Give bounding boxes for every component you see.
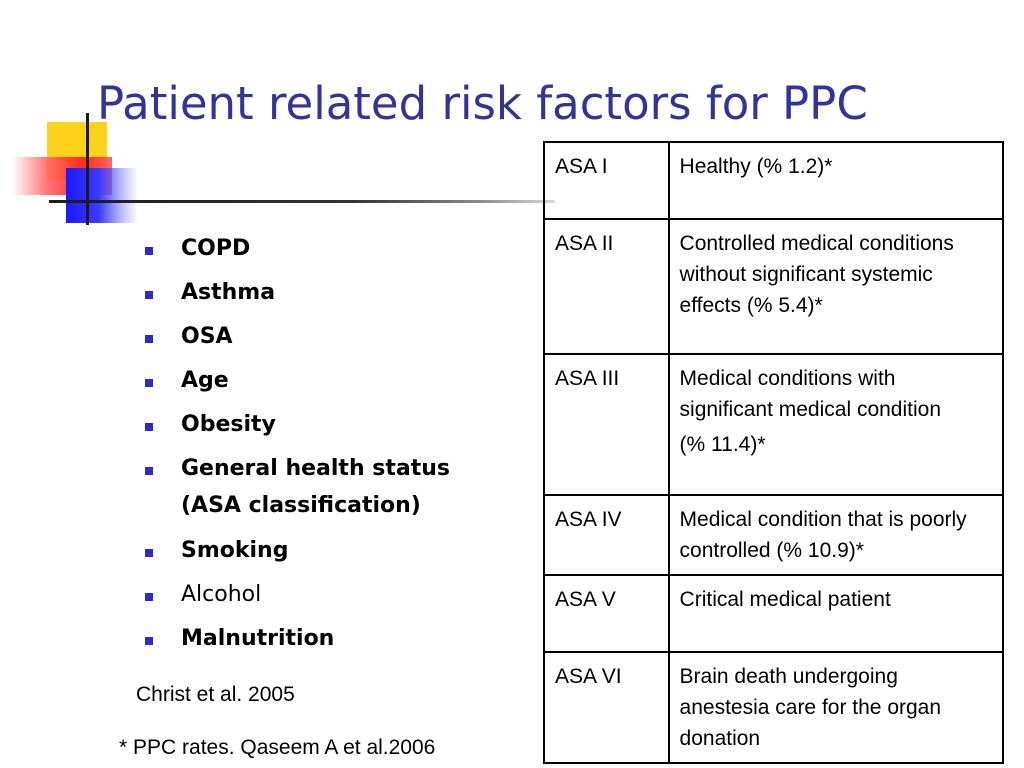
asa-class-cell: ASA IV — [543, 494, 670, 576]
asa-description-cell: Healthy (% 1.2)* — [667, 141, 1005, 220]
asa-description-cell: Medical condition that is poorly control… — [667, 494, 1005, 576]
list-item-label: Smoking — [181, 538, 289, 563]
list-item: COPD — [145, 230, 505, 274]
table-row: ASA V Critical medical patient — [543, 574, 1005, 653]
asa-class-cell: ASA III — [543, 353, 670, 496]
square-bullet-icon — [145, 247, 153, 255]
citation-ppc-rates: * PPC rates. Qaseem A et al.2006 — [119, 736, 436, 759]
decorative-blue-square — [66, 168, 138, 223]
list-item: Age — [145, 362, 505, 406]
asa-description-cell: Controlled medical conditions without si… — [667, 218, 1005, 355]
square-bullet-icon — [145, 291, 153, 299]
table-row: ASA IV Medical condition that is poorly … — [543, 494, 1005, 576]
square-bullet-icon — [145, 335, 153, 343]
title-underline — [49, 200, 555, 203]
list-item-label: General health status (ASA classificatio… — [181, 456, 450, 518]
list-item: Smoking — [145, 532, 505, 576]
square-bullet-icon — [145, 637, 153, 645]
asa-class-cell: ASA II — [543, 218, 670, 355]
table-row: ASA VI Brain death undergoing anestesia … — [543, 651, 1005, 764]
table-row: ASA II Controlled medical conditions wit… — [543, 218, 1005, 355]
asa-description-rate: (% 11.4)* — [679, 433, 766, 456]
list-item-label: OSA — [181, 324, 233, 349]
decorative-vertical-line — [86, 113, 89, 225]
list-item: Alcohol — [145, 576, 505, 620]
list-item: General health status (ASA classificatio… — [145, 450, 505, 532]
citation-christ: Christ et al. 2005 — [136, 683, 295, 706]
asa-description-cell: Medical conditions with significant medi… — [667, 353, 1005, 496]
asa-classification-table: ASA I Healthy (% 1.2)* ASA II Controlled… — [543, 141, 1005, 764]
square-bullet-icon — [145, 549, 153, 557]
square-bullet-icon — [145, 593, 153, 601]
asa-description-text: Medical conditions with significant medi… — [679, 367, 942, 421]
risk-factor-list: COPD Asthma OSA Age Obesity General heal… — [145, 230, 505, 664]
asa-class-cell: ASA VI — [543, 651, 670, 764]
list-item: Asthma — [145, 274, 505, 318]
list-item-label: Alcohol — [181, 582, 262, 607]
square-bullet-icon — [145, 379, 153, 387]
list-item-label: Obesity — [181, 412, 276, 437]
list-item: Obesity — [145, 406, 505, 450]
list-item-label: Malnutrition — [181, 626, 335, 651]
list-item: OSA — [145, 318, 505, 362]
list-item-label: Asthma — [181, 280, 276, 305]
square-bullet-icon — [145, 423, 153, 431]
asa-class-cell: ASA V — [543, 574, 670, 653]
asa-class-cell: ASA I — [543, 141, 670, 220]
slide-title: Patient related risk factors for PPC — [97, 77, 868, 130]
asa-description-cell: Brain death undergoing anestesia care fo… — [667, 651, 1005, 764]
list-item-label: Age — [181, 368, 229, 393]
table-row: ASA I Healthy (% 1.2)* — [543, 141, 1005, 220]
list-item: Malnutrition — [145, 620, 505, 664]
square-bullet-icon — [145, 467, 153, 475]
list-item-label: COPD — [181, 236, 251, 261]
asa-description-cell: Critical medical patient — [667, 574, 1005, 653]
table-row: ASA III Medical conditions with signific… — [543, 353, 1005, 496]
